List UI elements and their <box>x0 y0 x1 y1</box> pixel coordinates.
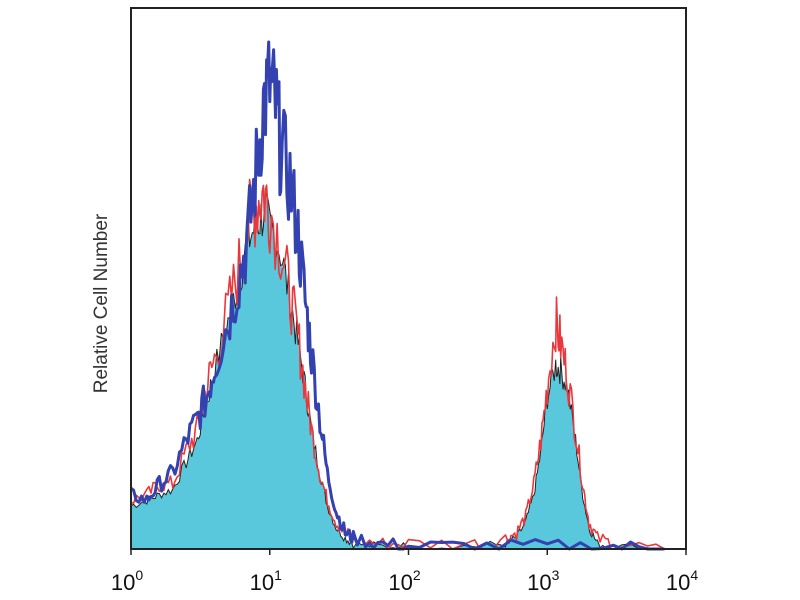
x-axis: 100 101 102 103 104 <box>111 549 698 595</box>
plot-area <box>130 40 665 551</box>
x-tick-label-1: 101 <box>250 567 282 595</box>
y-axis-title: Relative Cell Number <box>91 213 112 393</box>
series-line-2 <box>130 178 665 550</box>
x-tick-label-2: 102 <box>388 567 420 595</box>
x-tick-label-0: 100 <box>111 567 143 595</box>
series-line-3 <box>130 40 665 551</box>
x-tick-label-3: 103 <box>527 567 559 595</box>
x-tick-label-4: 104 <box>666 567 698 595</box>
